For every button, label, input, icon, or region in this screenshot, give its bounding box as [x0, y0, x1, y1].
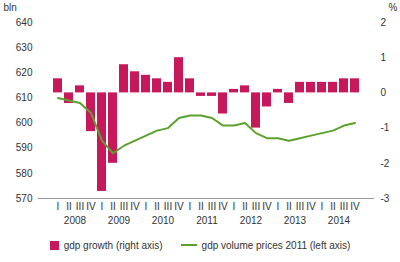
svg-text:II: II [198, 201, 204, 212]
svg-text:III: III [340, 201, 348, 212]
svg-text:2008: 2008 [64, 215, 87, 226]
svg-text:-3: -3 [381, 193, 390, 204]
svg-text:I: I [277, 201, 280, 212]
svg-text:III: III [164, 201, 172, 212]
svg-text:III: III [252, 201, 260, 212]
svg-text:I: I [57, 201, 60, 212]
svg-text:2013: 2013 [284, 215, 307, 226]
svg-text:600: 600 [16, 117, 33, 128]
svg-text:IV: IV [130, 201, 140, 212]
svg-text:2011: 2011 [196, 215, 218, 226]
svg-text:640: 640 [16, 17, 33, 28]
svg-text:620: 620 [16, 67, 33, 78]
svg-text:570: 570 [16, 193, 33, 204]
svg-text:III: III [208, 201, 216, 212]
svg-text:III: III [76, 201, 84, 212]
svg-text:II: II [286, 201, 292, 212]
svg-text:590: 590 [16, 142, 33, 153]
svg-text:I: I [189, 201, 192, 212]
svg-text:IV: IV [306, 201, 316, 212]
svg-text:III: III [120, 201, 128, 212]
svg-text:-1: -1 [381, 122, 390, 133]
svg-text:I: I [321, 201, 324, 212]
html-text:gdp volume prices 2011 (left a: gdp volume prices 2011 (left axis) [201, 239, 351, 251]
html-text:gdp growth (right axis): gdp growth (right axis) [63, 239, 163, 251]
svg-text:610: 610 [16, 92, 33, 103]
svg-text:2014: 2014 [328, 215, 351, 226]
svg-text:2010: 2010 [152, 215, 175, 226]
svg-text:IV: IV [262, 201, 272, 212]
svg-text:II: II [154, 201, 160, 212]
svg-text:II: II [330, 201, 336, 212]
svg-text:-2: -2 [381, 158, 390, 169]
svg-text:I: I [101, 201, 104, 212]
svg-text:2: 2 [381, 17, 387, 28]
svg-text:II: II [110, 201, 116, 212]
svg-text:IV: IV [218, 201, 228, 212]
svg-text:1: 1 [381, 52, 387, 63]
svg-text:II: II [242, 201, 248, 212]
svg-text:II: II [66, 201, 72, 212]
svg-text:I: I [145, 201, 148, 212]
svg-text:580: 580 [16, 168, 33, 179]
svg-text:I: I [233, 201, 236, 212]
svg-text:0: 0 [381, 87, 387, 98]
svg-text:bln: bln [4, 2, 17, 13]
svg-text:III: III [296, 201, 304, 212]
svg-text:630: 630 [16, 42, 33, 53]
svg-text:IV: IV [86, 201, 96, 212]
svg-text:2009: 2009 [108, 215, 131, 226]
svg-text:IV: IV [174, 201, 184, 212]
svg-text:IV: IV [350, 201, 360, 212]
svg-text:2012: 2012 [240, 215, 263, 226]
svg-text:%: % [389, 2, 398, 13]
